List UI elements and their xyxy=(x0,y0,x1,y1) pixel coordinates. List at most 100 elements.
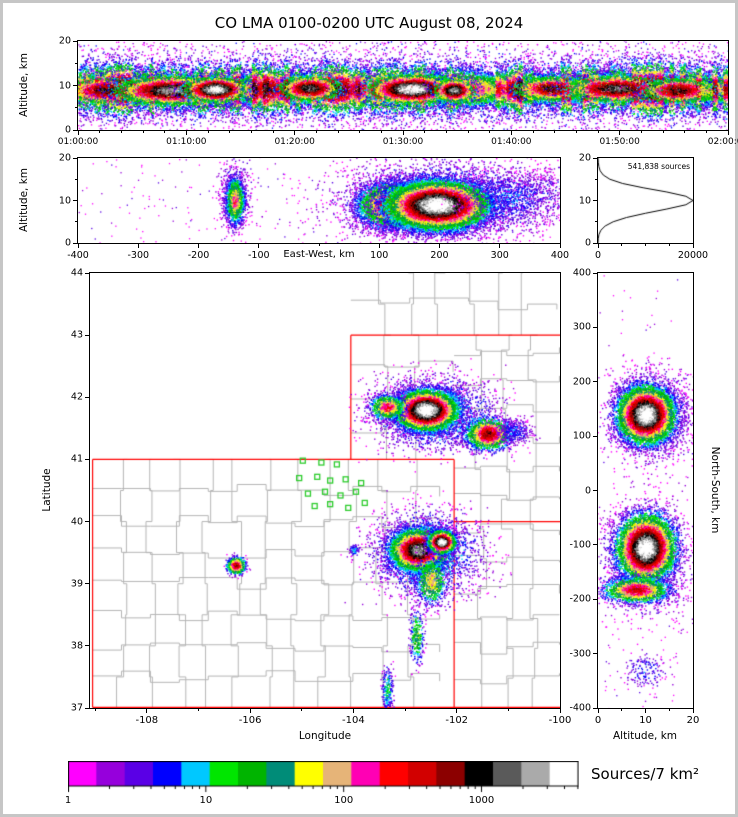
tick-label: -104 xyxy=(342,715,365,726)
tick-label: 0 xyxy=(594,250,602,261)
tick-label: 01:10:00 xyxy=(166,137,207,147)
plan-view-map-canvas xyxy=(90,273,560,708)
axis-tick xyxy=(146,709,148,713)
axis-tick xyxy=(137,244,139,248)
tick-label: 100 xyxy=(572,430,591,442)
axis-tick xyxy=(337,131,339,133)
tick-label: 100 xyxy=(370,250,389,261)
tick-label: -106 xyxy=(238,715,262,726)
tick-label: -300 xyxy=(127,250,150,261)
axis-tick xyxy=(424,131,426,133)
north-south-ylabel: North-South, km xyxy=(709,446,721,534)
axis-tick xyxy=(499,244,501,248)
tick-label: -400 xyxy=(67,250,89,261)
axis-tick xyxy=(85,458,89,460)
axis-tick xyxy=(142,131,144,133)
tick-label: 300 xyxy=(572,321,591,333)
axis-tick xyxy=(197,709,199,711)
tick-label: 37 xyxy=(70,702,83,714)
tick-label: 0 xyxy=(584,485,591,496)
tick-label: -100 xyxy=(548,715,572,726)
axis-tick xyxy=(359,131,361,133)
axis-tick xyxy=(198,244,199,248)
axis-tick xyxy=(73,85,77,86)
axis-tick xyxy=(439,244,440,248)
axis-tick xyxy=(668,244,670,246)
tick-label: 10 xyxy=(639,715,652,726)
axis-tick xyxy=(229,131,231,133)
axis-tick xyxy=(593,653,597,655)
axis-tick xyxy=(621,244,623,246)
north-south-canvas xyxy=(598,273,693,708)
axis-tick xyxy=(727,131,729,135)
axis-tick xyxy=(593,598,597,600)
axis-tick xyxy=(85,396,89,398)
tick-label: 39 xyxy=(70,578,83,590)
axis-tick xyxy=(249,709,251,713)
tick-label: 1000 xyxy=(468,795,495,806)
axis-tick xyxy=(640,131,642,133)
axis-tick xyxy=(510,131,512,135)
tick-label: 02:00:00 xyxy=(707,137,738,147)
axis-tick xyxy=(94,709,96,711)
axis-tick xyxy=(85,707,89,709)
tick-label: 44 xyxy=(70,267,83,279)
axis-tick xyxy=(597,131,599,133)
east-west-xlabel: East-West, km xyxy=(283,249,355,260)
tick-label: -200 xyxy=(569,593,591,605)
axis-tick xyxy=(73,40,77,42)
tick-label: -102 xyxy=(445,715,469,726)
tick-label: 01:30:00 xyxy=(382,137,424,147)
axis-tick xyxy=(668,709,670,711)
tick-label: 43 xyxy=(70,329,83,341)
time-height-panel xyxy=(77,40,729,131)
axis-tick xyxy=(73,200,77,201)
axis-tick xyxy=(207,131,209,133)
tick-label: 400 xyxy=(550,250,570,261)
colorbar-canvas xyxy=(68,761,579,795)
axis-tick xyxy=(595,178,597,180)
axis-tick xyxy=(250,131,252,133)
source-count-annotation: 541,838 sources xyxy=(627,162,690,171)
axis-tick xyxy=(593,242,597,244)
tick-label: 10 xyxy=(58,195,71,206)
plan-view-map-panel xyxy=(89,272,561,709)
axis-tick xyxy=(593,326,597,328)
tick-label: 41 xyxy=(70,453,83,465)
axis-tick xyxy=(554,131,556,133)
axis-tick xyxy=(85,645,89,647)
axis-tick xyxy=(619,131,621,135)
tick-label: 0 xyxy=(594,715,602,726)
axis-tick xyxy=(85,583,89,585)
time-height-ylabel: Altitude, km xyxy=(18,52,30,118)
tick-label: 20 xyxy=(686,715,700,726)
axis-tick xyxy=(301,709,303,711)
tick-label: 38 xyxy=(70,640,83,652)
tick-label: 400 xyxy=(572,267,591,279)
tick-label: 01:20:00 xyxy=(274,137,315,147)
axis-tick xyxy=(662,131,664,133)
tick-label: -108 xyxy=(135,715,159,726)
axis-tick xyxy=(294,131,296,135)
east-west-panel xyxy=(77,157,561,244)
tick-label: 42 xyxy=(70,391,83,403)
axis-tick xyxy=(559,244,561,248)
altitude-histogram-panel xyxy=(597,157,694,244)
axis-tick xyxy=(75,107,77,109)
tick-label: 10 xyxy=(578,195,591,206)
axis-tick xyxy=(77,131,79,135)
tick-label: 1 xyxy=(64,795,72,806)
tick-label: -100 xyxy=(569,539,591,551)
tick-label: 01:50:00 xyxy=(599,137,640,147)
altitude-histogram-canvas xyxy=(598,158,693,243)
axis-tick xyxy=(595,221,597,223)
axis-tick xyxy=(99,131,101,133)
tick-label: 300 xyxy=(490,250,509,261)
axis-tick xyxy=(684,131,686,133)
axis-tick xyxy=(73,157,77,159)
tick-label: 200 xyxy=(572,376,591,388)
time-height-canvas xyxy=(78,41,728,130)
tick-label: -200 xyxy=(187,250,210,261)
axis-tick xyxy=(75,62,77,64)
